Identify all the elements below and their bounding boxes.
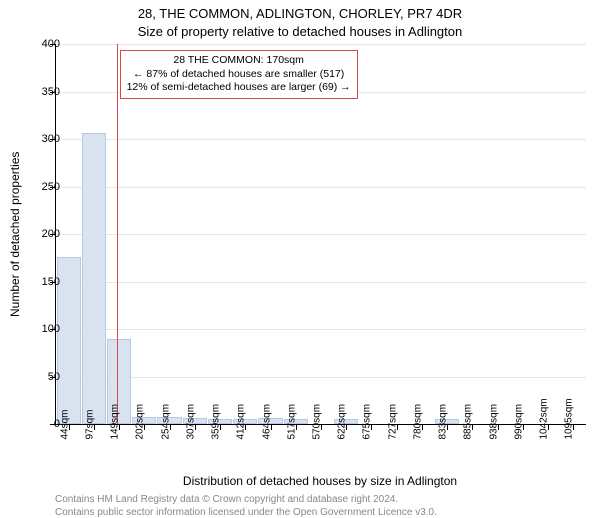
y-tick-label: 100 bbox=[42, 323, 60, 335]
y-tick-label: 300 bbox=[42, 133, 60, 145]
histogram-bar bbox=[57, 257, 81, 424]
gridline bbox=[56, 187, 586, 188]
y-tick-label: 50 bbox=[48, 371, 60, 383]
chart-title-line1: 28, THE COMMON, ADLINGTON, CHORLEY, PR7 … bbox=[0, 6, 600, 21]
reference-line bbox=[117, 44, 118, 424]
histogram-bar bbox=[82, 133, 106, 424]
y-tick-label: 200 bbox=[42, 228, 60, 240]
y-tick-label: 150 bbox=[42, 276, 60, 288]
plot-area bbox=[55, 44, 586, 425]
gridline bbox=[56, 139, 586, 140]
gridline bbox=[56, 377, 586, 378]
y-tick-label: 250 bbox=[42, 181, 60, 193]
x-axis-title: Distribution of detached houses by size … bbox=[55, 474, 585, 488]
y-axis-title: Number of detached properties bbox=[8, 151, 22, 316]
annotation-box: 28 THE COMMON: 170sqm← 87% of detached h… bbox=[120, 50, 358, 99]
y-tick-label: 400 bbox=[42, 38, 60, 50]
chart-title-line2: Size of property relative to detached ho… bbox=[0, 24, 600, 39]
gridline bbox=[56, 282, 586, 283]
gridline bbox=[56, 234, 586, 235]
annotation-line1: 28 THE COMMON: 170sqm bbox=[127, 54, 351, 68]
credit-line-2: Contains public sector information licen… bbox=[55, 507, 585, 518]
annotation-line2: ← 87% of detached houses are smaller (51… bbox=[127, 68, 351, 82]
annotation-line3: 12% of semi-detached houses are larger (… bbox=[127, 81, 351, 95]
gridline bbox=[56, 44, 586, 45]
gridline bbox=[56, 329, 586, 330]
y-tick-label: 350 bbox=[42, 86, 60, 98]
chart-container: 28, THE COMMON, ADLINGTON, CHORLEY, PR7 … bbox=[0, 0, 600, 500]
